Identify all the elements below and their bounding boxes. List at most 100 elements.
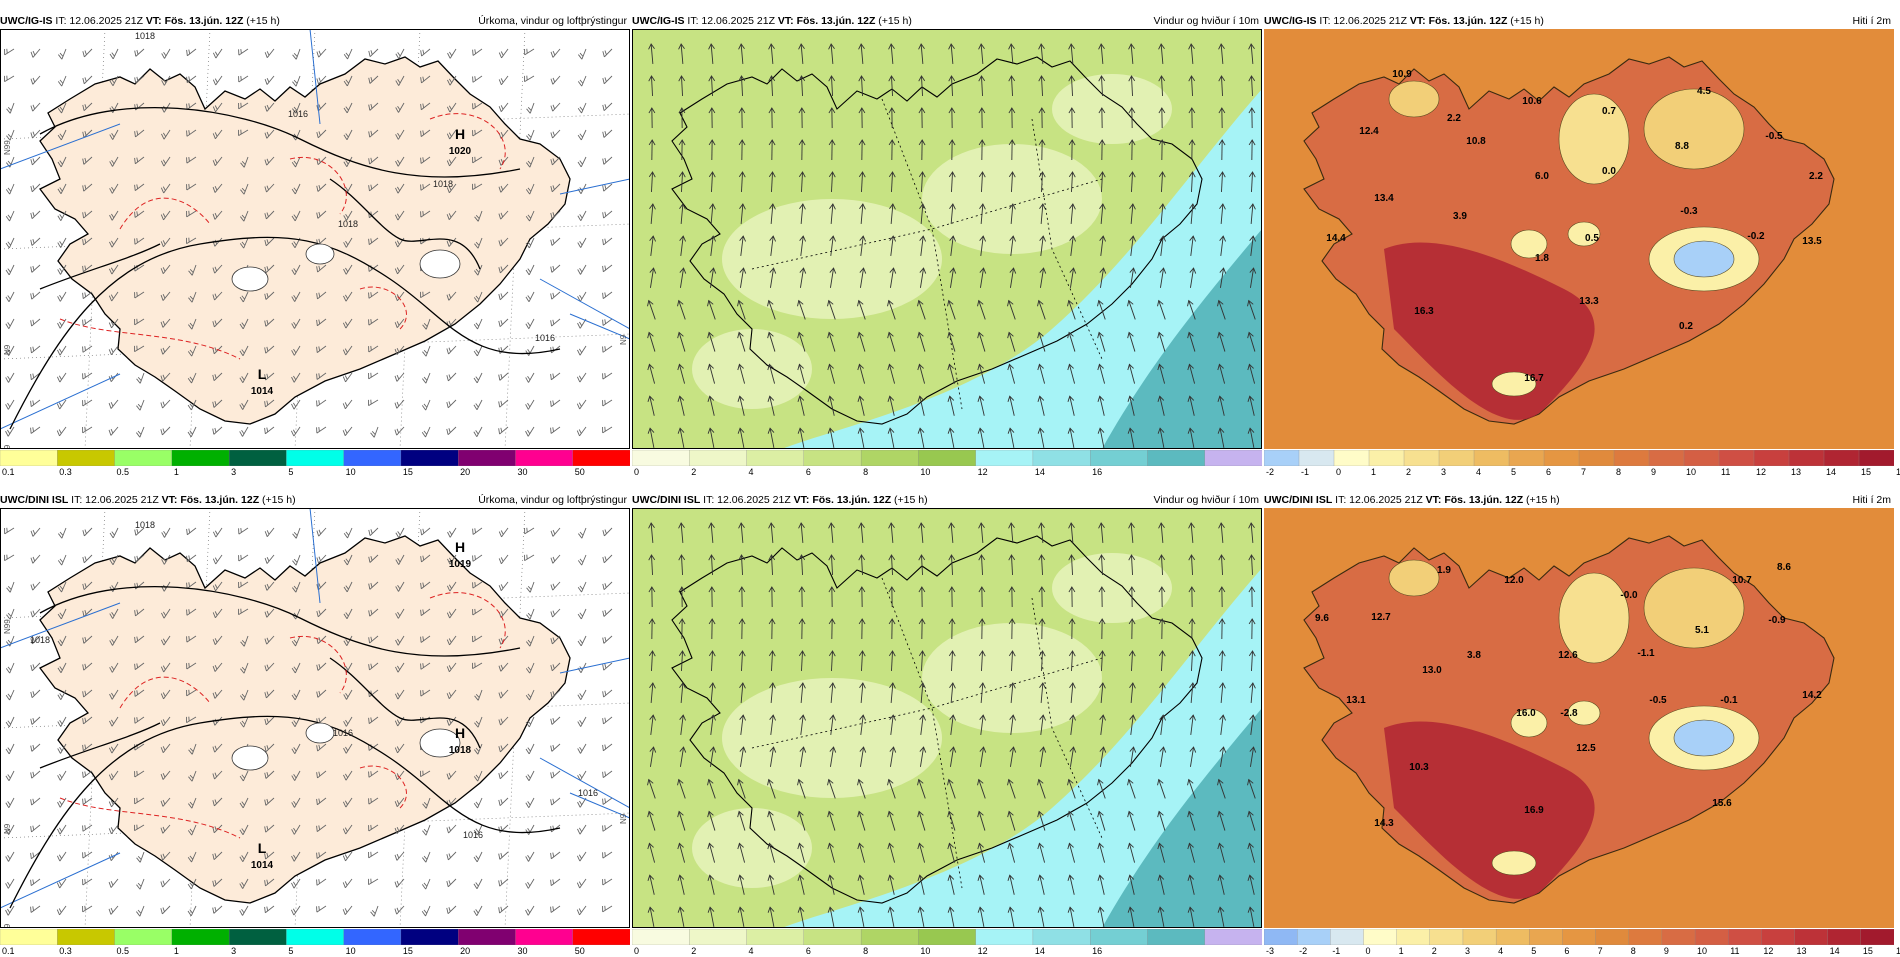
colorbar-swatch [1754,450,1790,466]
temperature-label: -1.1 [1637,648,1655,659]
colorbar-swatch [229,450,287,466]
panel-header: UWC/DINI ISL IT: 12.06.2025 21Z VT: Fös.… [0,493,630,507]
colorbar-tick-label: 14 [1826,466,1836,478]
pressure-center-letter: H [455,126,465,142]
colorbar-swatch [1789,450,1825,466]
colorbar-swatch [1824,450,1860,466]
pressure-center-letter: H [455,725,465,741]
pressure-center-value: 1018 [449,745,472,756]
colorbar-swatch [1761,929,1795,945]
isobar-label: 1016 [535,333,555,343]
colorbar-tick-label: 50 [575,466,585,478]
init-time: IT: 12.06.2025 21Z [71,494,159,506]
colorbar-swatch [1649,450,1685,466]
colorbar-tick-label: 12 [1763,945,1773,957]
colorbar-swatch [1363,929,1397,945]
colorbar-swatch [632,450,690,466]
panel-wind-dini: UWC/DINI ISL IT: 12.06.2025 21Z VT: Fös.… [632,493,1262,953]
temperature-label: 1.9 [1437,565,1451,576]
lead-time: (+15 h) [1526,494,1560,506]
pressure-center-value: 1014 [251,860,274,871]
temperature-label: 12.7 [1371,612,1391,623]
colorbar-swatch [1430,929,1464,945]
graticule-label: N9 [3,344,12,355]
panel-wind-igis: UWC/IG-IS IT: 12.06.2025 21Z VT: Fös. 13… [632,14,1262,474]
colorbar-tick-label: 15 [1861,466,1871,478]
colorbar-swatch [689,929,747,945]
colorbar-tick-label: 10 [920,945,930,957]
temperature-label: 10.8 [1466,136,1486,147]
graticule-label: N9 [619,813,628,824]
temperature-label: 2.2 [1809,171,1823,182]
colorbar-tick-label: 20 [460,466,470,478]
colorbar-swatch [1579,450,1615,466]
colorbar-swatches [1264,450,1894,466]
temperature-label: -0.0 [1620,590,1638,601]
colorbar-swatch [1205,929,1262,945]
colorbar-tick-label: 14 [1830,945,1840,957]
pressure-center-letter: L [258,840,267,856]
temperature-label: -0.1 [1720,695,1738,706]
pressure-center-letter: H [455,539,465,555]
colorbar-swatch [1439,450,1475,466]
wind-map [632,508,1262,928]
colorbar-tick-label: 9 [1664,945,1669,957]
colorbar-tick-label: 0 [634,945,639,957]
lead-time: (+15 h) [246,15,280,27]
colorbar-tick-label: 5 [288,945,293,957]
temperature-label: -0.5 [1649,695,1667,706]
temperature-label: 8.8 [1675,141,1689,152]
isobar-label: 1018 [135,520,155,530]
temperature-label: 1.8 [1535,253,1549,264]
colorbar-tick-label: 10 [1686,466,1696,478]
temperature-label: 6.0 [1535,171,1549,182]
colorbar-tick-label: 10 [1697,945,1707,957]
temperature-label: 12.0 [1504,575,1524,586]
model-name: UWC/IG-IS [632,15,685,27]
colorbar-swatch [1264,929,1298,945]
colorbar-swatch [1662,929,1696,945]
colorbar-tick-label: 4 [749,945,754,957]
colorbar-swatch [1299,450,1335,466]
map-area [632,508,1262,928]
colorbar-tick-label: 5 [288,466,293,478]
lead-time: (+15 h) [262,494,296,506]
colorbar-swatch [401,450,459,466]
colorbar-tick-label: 1 [174,466,179,478]
model-name: UWC/IG-IS [0,15,53,27]
lead-time: (+15 h) [894,494,928,506]
colorbar-swatch [115,450,173,466]
colorbar-tick-label: 6 [1546,466,1551,478]
colorbar-swatch [1596,929,1630,945]
colorbar-swatch [1828,929,1862,945]
colorbar [632,450,1262,466]
colorbar-swatch [918,929,976,945]
colorbar-swatch [632,929,690,945]
colorbar-swatches [1264,929,1894,945]
temperature-label: -0.5 [1765,131,1783,142]
temperature-label: 12.5 [1576,743,1596,754]
colorbar-tick-label: 20 [460,945,470,957]
colorbar-swatch [1264,450,1300,466]
colorbar-swatch [1614,450,1650,466]
temperature-label: 13.5 [1802,236,1822,247]
colorbar-tick-label: 1 [174,945,179,957]
glacier [232,746,268,770]
colorbar-swatch [1529,929,1563,945]
colorbar-swatch [804,450,862,466]
colorbar-tick-label: 0 [1336,466,1341,478]
pressure-center-value: 1019 [449,559,472,570]
colorbar-swatch [861,929,919,945]
colorbar [1264,450,1894,466]
wind-map [632,29,1262,449]
temperature-label: 0.0 [1602,166,1616,177]
colorbar-tick-label: 2 [691,945,696,957]
model-name: UWC/DINI ISL [0,494,68,506]
colorbar-swatch [1147,450,1205,466]
temperature-label: -0.2 [1747,231,1765,242]
valid-time: VT: Fös. 13.jún. 12Z [794,494,891,506]
panel-header: UWC/DINI ISL IT: 12.06.2025 21Z VT: Fös.… [1264,493,1894,507]
isobar-label: 1016 [288,109,308,119]
